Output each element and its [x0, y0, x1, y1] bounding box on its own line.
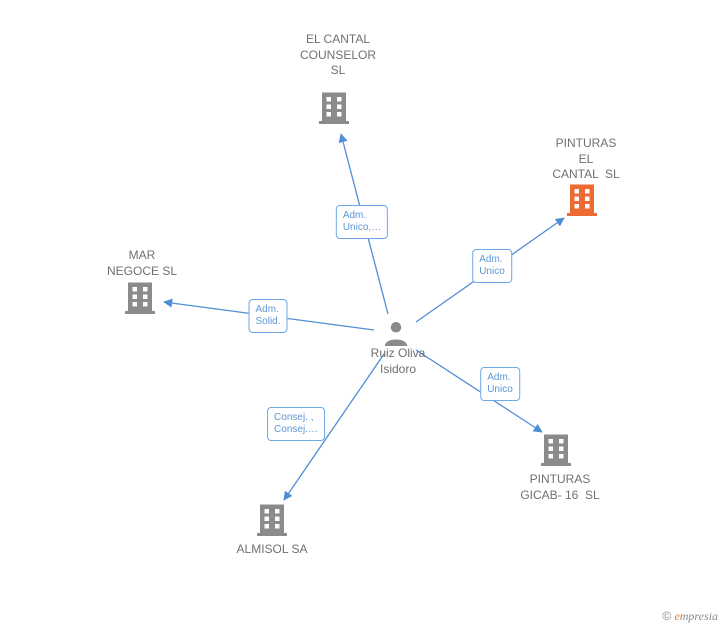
- watermark: © empresia: [662, 609, 718, 624]
- edges-layer: [0, 0, 728, 630]
- company-label: MAR NEGOCE SL: [107, 248, 177, 279]
- building-icon: [316, 90, 352, 131]
- building-icon: [538, 432, 574, 473]
- edge-label: Consej. , Consej.…: [267, 407, 325, 441]
- copyright-symbol: ©: [662, 609, 671, 623]
- building-icon: [254, 502, 290, 543]
- company-label: PINTURAS EL CANTAL SL: [552, 136, 619, 183]
- edge-label: Adm. Unico: [472, 249, 512, 283]
- edge-line: [416, 350, 542, 432]
- building-icon: [564, 182, 600, 223]
- building-icon: [122, 280, 158, 321]
- center-label: Ruiz Oliva Isidoro: [371, 346, 426, 377]
- edge-label: Adm. Solid.: [248, 299, 287, 333]
- company-label: ALMISOL SA: [237, 542, 308, 558]
- company-label: PINTURAS GICAB- 16 SL: [520, 472, 599, 503]
- edge-label: Adm. Unico: [480, 367, 520, 401]
- edge-label: Adm. Unico,…: [336, 205, 388, 239]
- brand-rest: mpresia: [680, 609, 718, 623]
- company-label: EL CANTAL COUNSELOR SL: [300, 32, 376, 79]
